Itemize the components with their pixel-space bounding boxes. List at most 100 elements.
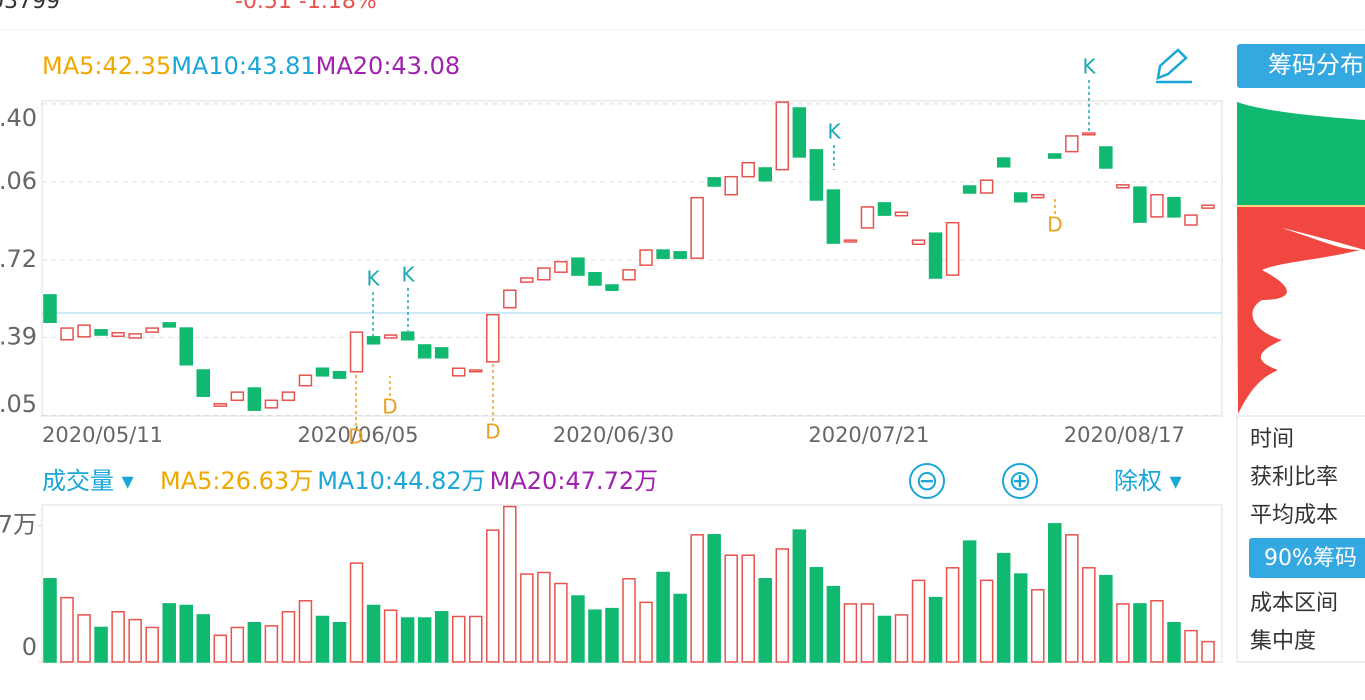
candle-body (1133, 186, 1147, 223)
volume-bar (366, 604, 381, 663)
volume-bar (554, 582, 568, 663)
volume-bar (775, 548, 790, 663)
candle-body (94, 329, 108, 336)
candle-body (911, 239, 926, 245)
edit-pencil (1156, 48, 1192, 84)
annotation: D (382, 395, 397, 419)
volume-bar (622, 578, 636, 663)
volume-bar (707, 534, 721, 663)
volume-bar (503, 505, 517, 663)
volume-bar (520, 573, 534, 663)
volume-bar (1167, 622, 1181, 663)
ma-legend: MA10:43.81 (171, 52, 315, 80)
volume-bar (894, 614, 909, 663)
volume-bar (809, 567, 824, 663)
volume-bar (1201, 640, 1215, 663)
volume-bar (962, 540, 977, 663)
annotation: D (1047, 213, 1062, 237)
candle-body (1116, 184, 1130, 189)
zoom-in[interactable] (1002, 463, 1038, 499)
volume-bar (213, 634, 228, 663)
volume-bar (792, 529, 807, 663)
volume-bar (605, 607, 619, 663)
candle-body (860, 206, 875, 229)
volume-bar (247, 622, 262, 663)
volume-bar (230, 626, 245, 663)
candle-body (264, 399, 279, 409)
chip-badge[interactable] (1249, 538, 1365, 578)
zoom-out[interactable] (909, 463, 945, 499)
adjust-button[interactable]: 除权 ▾ (1114, 467, 1182, 495)
annotation: K (827, 120, 841, 144)
candle-body (724, 175, 738, 196)
candle-body (145, 327, 159, 333)
candle-body (179, 327, 193, 366)
candle-body (281, 391, 296, 402)
candle-body (1184, 214, 1198, 226)
volume-tick-label: 0 (22, 633, 37, 661)
x-tick-label: 2020/05/11 (42, 423, 163, 447)
volume-bar (639, 601, 653, 663)
annotation: K (366, 267, 380, 291)
volume-bar (383, 609, 398, 663)
candle-body (622, 269, 636, 281)
y-tick-label: .05 (0, 390, 37, 418)
candle-body (690, 196, 704, 259)
annotation: K (1082, 55, 1096, 79)
candle-body (928, 232, 943, 279)
volume-legend: MA5:26.63万 (160, 467, 313, 495)
volume-bar (945, 567, 960, 663)
candle-body (554, 260, 568, 273)
candle-body (451, 367, 466, 377)
volume-bar (298, 600, 313, 663)
candle-body (979, 179, 994, 194)
candle-body (656, 249, 670, 259)
volume-bar (43, 578, 57, 663)
x-tick-label: 2020/06/05 (297, 423, 418, 447)
volume-bar (128, 618, 142, 663)
volume-bar (264, 625, 279, 663)
candle-body (741, 161, 755, 178)
volume-bar (1116, 603, 1130, 663)
ma-legend: MA20:43.08 (316, 52, 460, 80)
y-tick-label: .40 (0, 104, 37, 132)
candle-body (1167, 196, 1181, 218)
candle-body (298, 374, 313, 387)
candle-body (230, 391, 245, 402)
candle-body (673, 251, 687, 259)
candle-body (469, 369, 483, 373)
volume-bar (349, 562, 364, 663)
candle-body (366, 336, 381, 345)
volume-legend: MA10:44.82万 (317, 467, 485, 495)
volume-bar (1082, 567, 1096, 663)
chip-row: 成本区间 (1250, 591, 1338, 616)
volume-bar (486, 529, 500, 663)
volume-bar (1133, 603, 1147, 663)
candle-body (400, 331, 415, 341)
volume-bar (281, 611, 296, 663)
edit-icon[interactable] (1156, 48, 1192, 84)
candle-body (775, 101, 790, 171)
candle-body (128, 333, 142, 339)
volume-bar (145, 626, 159, 663)
volume-bar (758, 578, 773, 663)
candle-body (707, 177, 721, 187)
candle-body (77, 324, 91, 338)
candle-body (503, 289, 517, 309)
candle-body (434, 347, 449, 359)
y-tick-label: .06 (0, 167, 37, 195)
candle-body (758, 167, 773, 182)
volume-bar (77, 614, 91, 663)
volume-bar (332, 622, 347, 663)
volume-bar (60, 596, 74, 663)
volume-bar (877, 615, 892, 663)
candle-body (1082, 132, 1096, 136)
volume-bar (1184, 629, 1198, 663)
price-change: -0.51 -1.18% (235, 0, 377, 14)
volume-bar (860, 603, 875, 663)
chip-button[interactable] (1237, 44, 1365, 88)
volume-bar (111, 611, 125, 663)
candle-body (247, 387, 262, 411)
candle-body (588, 272, 602, 286)
